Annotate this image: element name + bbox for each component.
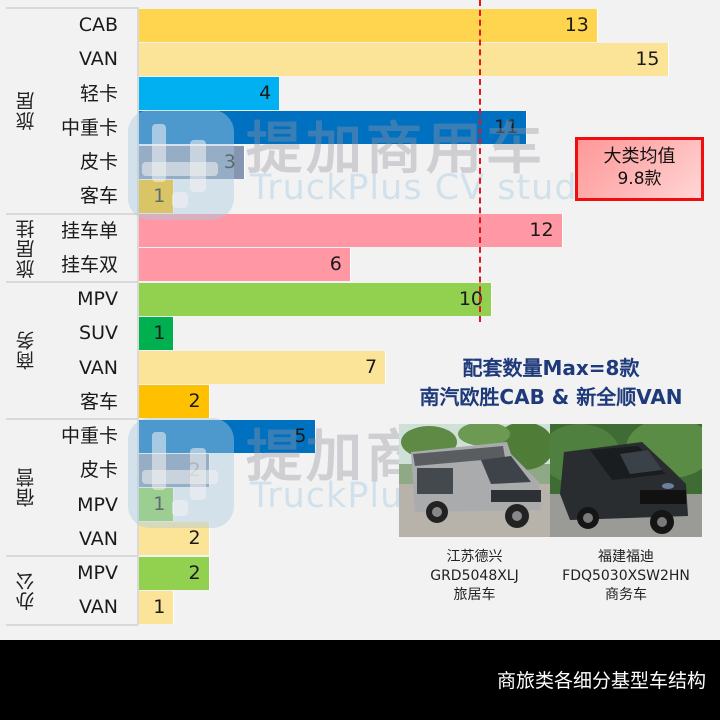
group-separator xyxy=(6,281,138,283)
bar-value-label: 5 xyxy=(294,424,307,447)
bar: 4 xyxy=(139,77,281,110)
vehicle-caption-2: 福建福迪 FDQ5030XSW2HN 商务车 xyxy=(550,548,702,605)
watermark-en: TruckPlus CV studio xyxy=(250,168,611,208)
vehicle-model: GRD5048XLJ xyxy=(430,568,519,584)
bar: 2 xyxy=(139,522,210,556)
group-label: 旅居挂 xyxy=(15,217,38,278)
vehicle-type: 商务车 xyxy=(605,587,647,603)
bar-value-label: 10 xyxy=(458,287,483,310)
bar-value-label: 3 xyxy=(223,150,236,173)
max-note-line1: 配套数量Max=8款 xyxy=(462,356,640,380)
bar: 3 xyxy=(139,145,245,179)
chart-caption: 商旅类各细分基型车结构 xyxy=(496,670,706,692)
category-label: VAN xyxy=(79,527,118,550)
category-label: 皮卡 xyxy=(79,459,118,482)
category-label: 挂车单 xyxy=(60,219,118,242)
bar: 1 xyxy=(139,488,175,521)
vehicle-type: 旅居车 xyxy=(453,587,496,603)
bar-value-label: 2 xyxy=(188,561,201,584)
group-separator xyxy=(6,555,138,557)
bar-value-label: 1 xyxy=(153,595,166,618)
group-separator xyxy=(6,623,138,626)
category-label: 轻卡 xyxy=(79,82,118,105)
category-label: 中重卡 xyxy=(60,425,118,447)
category-label: 挂车双 xyxy=(60,253,118,276)
bar-value-label: 6 xyxy=(329,253,342,276)
bar: 5 xyxy=(139,419,316,453)
bar: 7 xyxy=(139,351,387,384)
group-label: 办公 xyxy=(15,570,38,611)
bar: 15 xyxy=(139,42,669,76)
group-label: 旅居 xyxy=(15,90,38,131)
category-label: 客车 xyxy=(79,185,118,208)
average-reference-line xyxy=(479,0,482,322)
category-label: VAN xyxy=(79,356,118,379)
bar-value-label: 7 xyxy=(365,356,378,378)
bar-value-label: 2 xyxy=(188,458,201,481)
category-label: 客车 xyxy=(79,390,118,413)
category-label: CAB xyxy=(78,14,118,36)
category-label: MPV xyxy=(77,288,118,310)
group-separator xyxy=(6,418,138,420)
group-separator xyxy=(6,212,138,215)
category-label: VAN xyxy=(79,596,118,619)
bar-value-label: 13 xyxy=(564,13,589,36)
group-separator xyxy=(6,7,138,9)
category-label: 中重卡 xyxy=(60,116,118,139)
bar-value-label: 4 xyxy=(259,82,272,104)
bar: 1 xyxy=(139,179,175,213)
category-label: SUV xyxy=(79,322,118,345)
category-label: MPV xyxy=(77,562,118,584)
bar-value-label: 1 xyxy=(153,493,166,515)
bar-value-label: 1 xyxy=(153,184,166,207)
bar: 13 xyxy=(139,8,598,42)
max-note-line2: 南汽欧胜CAB & 新全顺VAN xyxy=(419,385,683,409)
vehicle-photo-motorhome xyxy=(399,424,550,537)
bar: 6 xyxy=(139,248,351,282)
bar-value-label: 1 xyxy=(153,321,166,344)
bar: 1 xyxy=(139,590,175,624)
bar-value-label: 2 xyxy=(188,527,201,550)
bar-value-label: 12 xyxy=(529,219,554,241)
average-value: 9.8款 xyxy=(617,169,662,189)
vehicle-maker: 福建福迪 xyxy=(598,549,654,565)
vehicle-maker: 江苏德兴 xyxy=(446,549,503,565)
category-axis-line xyxy=(137,7,139,625)
bar-value-label: 11 xyxy=(494,116,519,139)
vehicle-caption-1: 江苏德兴 GRD5048XLJ 旅居车 xyxy=(399,548,550,605)
group-label: 宿营 xyxy=(15,467,38,508)
bar: 2 xyxy=(139,556,210,590)
category-label: VAN xyxy=(79,48,118,71)
vehicle-model: FDQ5030XSW2HN xyxy=(562,568,690,584)
bar: 1 xyxy=(139,316,175,350)
bar: 12 xyxy=(139,214,563,247)
bar: 10 xyxy=(139,282,492,316)
group-label: 商务 xyxy=(15,330,38,371)
vehicle-photo-business-van xyxy=(550,424,702,537)
category-label: MPV xyxy=(77,493,118,516)
bar: 2 xyxy=(139,385,210,419)
bar-value-label: 2 xyxy=(188,390,201,413)
average-annotation-box: 大类均值 9.8款 xyxy=(575,137,704,201)
category-label: 皮卡 xyxy=(79,151,118,173)
bar: 2 xyxy=(139,453,210,487)
footer-bar: 商旅类各细分基型车结构 xyxy=(0,640,720,720)
bar-value-label: 15 xyxy=(635,47,660,70)
bar: 11 xyxy=(139,111,528,145)
chart-area: CAB 13 VAN 15 轻卡 4 中重卡 11 皮卡 3 客车 1 旅居 挂车单 12 挂车双 6 旅居挂 MP… xyxy=(6,0,704,626)
average-label: 大类均值 xyxy=(603,146,676,167)
